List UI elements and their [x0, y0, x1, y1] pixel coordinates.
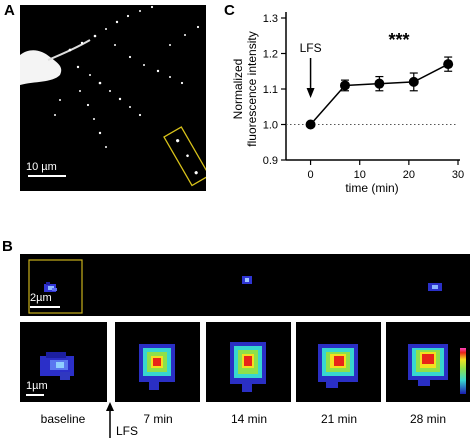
panel-b-letter: B — [2, 238, 13, 255]
lfs-label-b: LFS — [116, 424, 139, 438]
heatmap-tile-7min — [115, 322, 200, 402]
dendrite-puncta — [54, 5, 200, 148]
scale-bar-b-top — [30, 306, 60, 308]
panel-a-micrograph: 10 µm — [20, 5, 211, 191]
data-point — [443, 59, 454, 70]
x-axis-label: time (min) — [345, 181, 398, 195]
panel-c-letter: C — [224, 2, 235, 19]
scale-bar-a — [28, 175, 66, 177]
x-tick-label: 0 — [308, 169, 314, 181]
time-label-21min: 21 min — [320, 412, 358, 426]
heatmap-tile-baseline: 1µm — [20, 322, 107, 402]
neuron-image — [20, 5, 211, 187]
spine-blob — [242, 276, 252, 284]
lfs-arrow-b — [106, 402, 114, 438]
x-tick-label: 30 — [452, 169, 464, 181]
time-label-7min: 7 min — [143, 412, 173, 426]
colorbar — [460, 348, 466, 394]
y-tick-label: 1.2 — [263, 49, 278, 61]
spine-blob — [44, 282, 57, 292]
time-label-baseline: baseline — [40, 412, 86, 426]
scale-label-b-top: 2µm — [30, 292, 52, 304]
series-line — [310, 63, 449, 125]
scale-label-b-bottom: 1µm — [26, 380, 48, 392]
roi-box — [163, 126, 211, 187]
data-point — [339, 80, 350, 91]
data-point — [305, 119, 316, 130]
time-label-14min: 14 min — [230, 412, 268, 426]
scale-label-a: 10 µm — [26, 161, 57, 173]
y-tick-label: 1.0 — [263, 120, 278, 132]
y-tick-label: 1.3 — [263, 13, 278, 25]
data-point — [374, 78, 385, 89]
scale-bar-b-bottom — [26, 394, 44, 396]
spine-blob — [428, 283, 442, 291]
time-label-28min: 28 min — [409, 412, 447, 426]
line-chart: 0.9 1.0 1.1 1.2 1.3 0 10 20 30 time (min) Normaliz… — [231, 12, 464, 195]
significance-marker: *** — [389, 30, 410, 50]
lfs-arrow-head — [306, 88, 315, 98]
x-tick-label: 20 — [403, 169, 415, 181]
y-tick-label: 0.9 — [263, 155, 278, 167]
x-tick-label: 10 — [354, 169, 366, 181]
data-point — [408, 76, 419, 87]
y-axis-label-line1: Normalized — [231, 59, 245, 120]
panel-a-letter: A — [4, 2, 15, 19]
y-tick-label: 1.1 — [263, 84, 278, 96]
heatmap-tile-28min — [386, 322, 470, 402]
zoom-box — [28, 259, 83, 314]
panel-b-overview: 2µm — [20, 254, 470, 316]
heatmap-tile-21min — [296, 322, 381, 402]
heatmap-tile-14min — [206, 322, 291, 402]
y-axis-label-line2: fluorescence intensity — [245, 31, 259, 146]
lfs-label-c: LFS — [300, 41, 322, 55]
